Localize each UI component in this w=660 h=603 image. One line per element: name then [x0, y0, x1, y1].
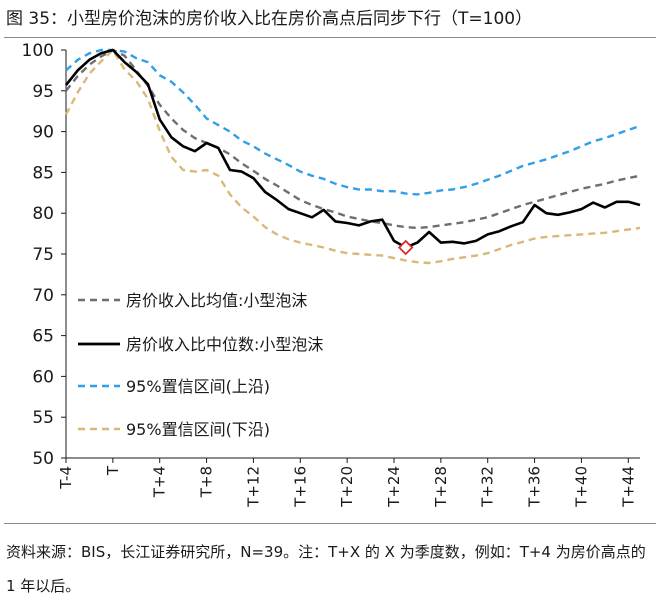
y-tick-label: 85 [32, 163, 54, 183]
line-chart: 50 55 60 65 70 75 80 85 90 95 100 T-4 T T+4 T+8 T+12 T+1… [22, 41, 641, 508]
series-line-2 [65, 48, 641, 196]
y-tick-label: 60 [32, 367, 54, 387]
series-line-1 [64, 48, 641, 249]
y-tick-label: 75 [32, 245, 54, 265]
source-note: 资料来源：BIS，长江证券研究所，N=39。注：T+X 的 X 为季度数，例如：… [6, 543, 646, 595]
bottom-rule [4, 523, 656, 524]
chart-title: 图 35：小型房价泡沫的房价收入比在房价高点后同步下行（T=100） [6, 9, 533, 29]
x-tick-label: T-4 [57, 466, 75, 490]
x-tick-label: T+44 [619, 466, 637, 508]
y-tick-label: 55 [32, 408, 54, 428]
x-tick-label: T+28 [432, 466, 450, 508]
x-tick-label: T+40 [572, 466, 590, 508]
x-tick-label: T+32 [479, 466, 497, 508]
y-tick-label: 100 [22, 41, 54, 61]
x-tick-label: T+8 [198, 466, 216, 498]
series-line-3 [64, 48, 641, 265]
legend-label-1: 房价收入比中位数:小型泡沫 [126, 335, 323, 354]
axes: 50 55 60 65 70 75 80 85 90 95 100 T-4 T T+4 T+8 T+12 T+1… [22, 41, 640, 508]
series-line-0 [65, 48, 641, 230]
y-tick-label: 80 [32, 204, 54, 224]
x-tick-label: T [104, 465, 122, 476]
y-tick-label: 70 [32, 286, 54, 306]
x-tick-label: T+36 [526, 466, 544, 508]
x-tick-label: T+12 [244, 466, 262, 508]
legend-label-0: 房价收入比均值:小型泡沫 [126, 291, 307, 310]
y-tick-label: 65 [32, 327, 54, 347]
legend-label-3: 95%置信区间(下沿) [126, 420, 270, 439]
x-tick-label: T+16 [291, 466, 309, 508]
x-tick-label: T+4 [151, 466, 169, 498]
diamond-marker [397, 239, 414, 256]
series-layer [64, 48, 641, 265]
top-rule [4, 37, 656, 38]
x-tick-label: T+24 [385, 466, 403, 508]
y-tick-label: 95 [32, 82, 54, 102]
x-tick-label: T+20 [338, 466, 356, 508]
legend-label-2: 95%置信区间(上沿) [126, 377, 270, 396]
y-tick-label: 90 [32, 123, 54, 143]
y-tick-label: 50 [32, 449, 54, 469]
